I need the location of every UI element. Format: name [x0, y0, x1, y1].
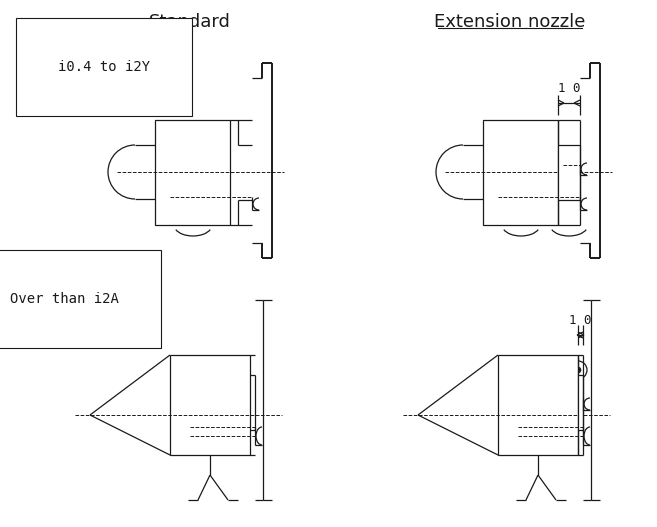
Bar [155, 120, 230, 225]
Text: Over than i2A: Over than i2A [10, 292, 119, 306]
Circle shape [575, 367, 581, 373]
Text: 1 0: 1 0 [569, 314, 592, 327]
Circle shape [550, 367, 556, 373]
Bar [498, 355, 578, 455]
Bar [578, 375, 583, 430]
Text: i0.4 to i2Y: i0.4 to i2Y [58, 60, 150, 74]
Text: Extension nozzle: Extension nozzle [434, 13, 585, 31]
Bar [170, 355, 250, 455]
Bar [558, 145, 580, 200]
Bar [483, 120, 558, 225]
Text: 1 0: 1 0 [558, 82, 580, 95]
Circle shape [189, 367, 195, 373]
Text: Standard: Standard [149, 13, 231, 31]
Circle shape [222, 367, 228, 373]
Circle shape [517, 367, 523, 373]
